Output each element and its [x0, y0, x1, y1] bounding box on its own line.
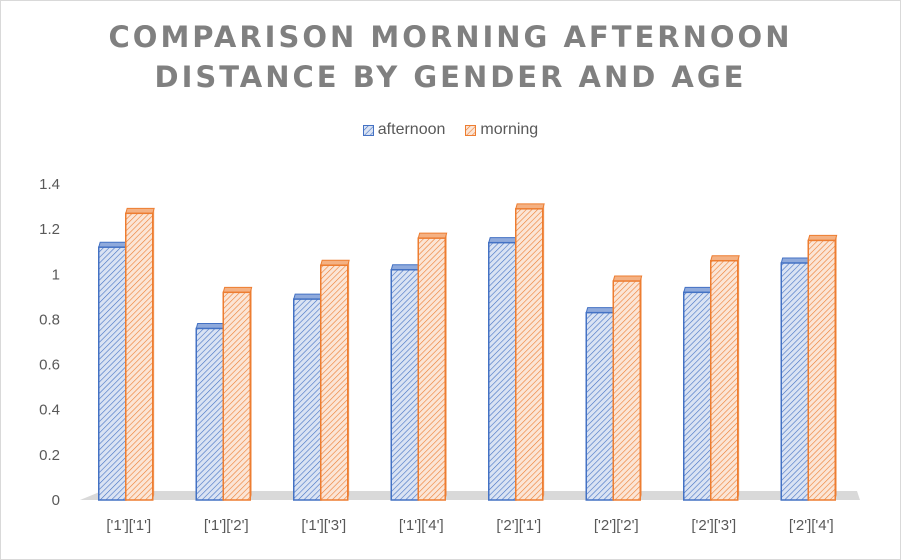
- bar-afternoon: [585, 307, 616, 501]
- chart-title-line-1: COMPARISON MORNING AFTERNOON: [108, 20, 793, 54]
- y-tick-label: 0.4: [39, 402, 60, 419]
- legend-label-morning: morning: [480, 121, 539, 138]
- x-tick-label: ['1']['2']: [204, 517, 249, 534]
- legend: afternoon morning: [0, 121, 901, 139]
- bar-front-afternoon: [780, 262, 809, 501]
- bar-afternoon: [488, 237, 518, 501]
- bar-front-afternoon: [195, 327, 224, 501]
- bar-morning: [125, 207, 155, 501]
- bar-morning: [710, 255, 740, 501]
- legend-item-afternoon: afternoon: [362, 121, 446, 139]
- floor-plane: [80, 491, 860, 500]
- bar-front-afternoon: [683, 291, 712, 501]
- y-tick-label: 0.8: [39, 311, 60, 328]
- bar-front-afternoon: [488, 241, 517, 501]
- bar-front-afternoon: [390, 269, 419, 501]
- x-tick-label: ['2']['2']: [594, 517, 639, 534]
- bar-front-morning: [125, 212, 154, 501]
- bar-morning: [222, 286, 253, 501]
- x-tick-label: ['2']['3']: [691, 517, 736, 534]
- bar-front-morning: [612, 280, 641, 501]
- bar-morning: [417, 232, 448, 501]
- x-tick-label: ['1']['1']: [106, 517, 151, 534]
- bar-morning: [612, 275, 643, 501]
- bar-afternoon: [195, 322, 226, 501]
- y-tick-label: 1: [52, 266, 60, 283]
- bar-front-morning: [807, 239, 836, 501]
- chart-title-line-2: DISTANCE BY GENDER AND AGE: [154, 60, 747, 94]
- bar-afternoon: [293, 293, 323, 501]
- bar-afternoon: [683, 286, 713, 501]
- legend-swatch-afternoon: [362, 124, 374, 136]
- bar-morning: [515, 203, 545, 501]
- bar-afternoon: [390, 264, 421, 501]
- y-tick-label: 0: [52, 492, 60, 509]
- x-axis: ['1']['1'] ['1']['2'] ['1']['3'] ['1']['4']…: [106, 517, 833, 534]
- y-tick-label: 0.6: [39, 357, 60, 374]
- y-tick-label: 1.2: [39, 221, 60, 238]
- legend-label-afternoon: afternoon: [377, 121, 446, 138]
- bar-front-afternoon: [98, 246, 127, 501]
- bars: [98, 203, 838, 501]
- legend-swatch-morning: [465, 124, 477, 136]
- bar-top-afternoon: [683, 286, 713, 293]
- bar-morning: [807, 234, 838, 501]
- bar-front-morning: [710, 259, 739, 501]
- x-tick-label: ['1']['4']: [399, 517, 444, 534]
- bar-front-morning: [320, 264, 349, 501]
- bar-front-afternoon: [585, 311, 614, 501]
- bar-top-afternoon: [98, 241, 128, 248]
- bar-top-morning: [222, 286, 253, 293]
- bar-front-morning: [222, 291, 251, 501]
- y-tick-label: 0.2: [39, 447, 60, 464]
- x-tick-label: ['2']['4']: [789, 517, 834, 534]
- bar-top-morning: [612, 275, 643, 282]
- x-tick-label: ['2']['1']: [496, 517, 541, 534]
- legend-item-morning: morning: [465, 121, 538, 139]
- bar-front-morning: [515, 208, 544, 501]
- bar-morning: [320, 259, 350, 501]
- chart-floor: [80, 491, 860, 500]
- bar-afternoon: [98, 241, 128, 501]
- y-axis: 0 0.2 0.4 0.6 0.8 1 1.2 1.4: [39, 176, 60, 509]
- x-tick-label: ['1']['3']: [301, 517, 346, 534]
- bar-front-afternoon: [293, 298, 322, 501]
- bar-front-morning: [417, 237, 446, 501]
- bar-afternoon: [780, 257, 811, 501]
- y-tick-label: 1.4: [39, 176, 60, 193]
